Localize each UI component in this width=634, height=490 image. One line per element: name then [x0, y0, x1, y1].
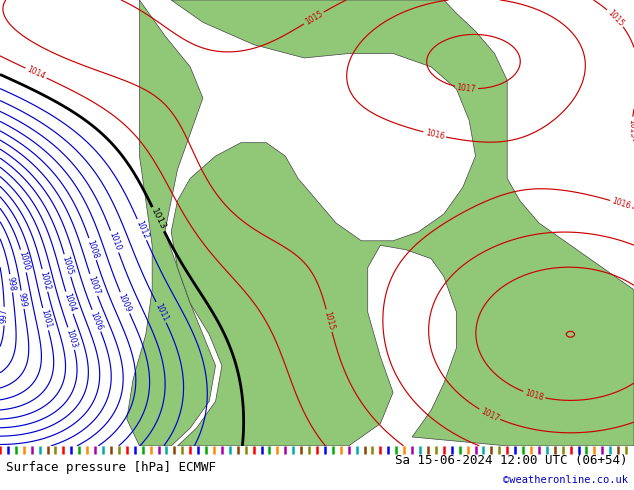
- Text: 998: 998: [6, 275, 16, 291]
- Text: 997: 997: [0, 309, 9, 323]
- Text: 1002: 1002: [38, 270, 51, 291]
- Text: 1014: 1014: [25, 65, 47, 81]
- Text: 1000: 1000: [17, 250, 30, 271]
- Text: 1009: 1009: [117, 292, 133, 314]
- Polygon shape: [171, 0, 634, 446]
- Text: 1012: 1012: [134, 219, 150, 240]
- Text: 1005: 1005: [60, 255, 74, 276]
- Text: 1007: 1007: [86, 274, 101, 295]
- Text: Surface pressure [hPa] ECMWF: Surface pressure [hPa] ECMWF: [6, 461, 216, 473]
- Text: 1013: 1013: [149, 207, 167, 232]
- Text: 1008: 1008: [86, 239, 100, 260]
- Text: ©weatheronline.co.uk: ©weatheronline.co.uk: [503, 475, 628, 485]
- Text: 999: 999: [17, 292, 29, 308]
- Polygon shape: [127, 0, 216, 446]
- Text: 1017: 1017: [456, 83, 477, 94]
- Text: Sa 15-06-2024 12:00 UTC (06+54): Sa 15-06-2024 12:00 UTC (06+54): [395, 454, 628, 466]
- Text: 1011: 1011: [153, 302, 169, 323]
- Text: 1015: 1015: [605, 8, 625, 28]
- Text: 1010: 1010: [107, 231, 122, 252]
- Text: 1015: 1015: [322, 310, 336, 331]
- Text: 1015: 1015: [627, 119, 634, 138]
- Text: 1016: 1016: [424, 128, 445, 141]
- Text: 1017: 1017: [479, 406, 500, 423]
- Text: 1001: 1001: [39, 309, 53, 330]
- Text: 1006: 1006: [89, 310, 104, 331]
- Text: 1015: 1015: [303, 9, 325, 27]
- Text: 1018: 1018: [524, 388, 545, 402]
- Text: 1003: 1003: [64, 328, 79, 349]
- Text: 1016: 1016: [611, 196, 632, 211]
- Text: 1004: 1004: [62, 292, 77, 313]
